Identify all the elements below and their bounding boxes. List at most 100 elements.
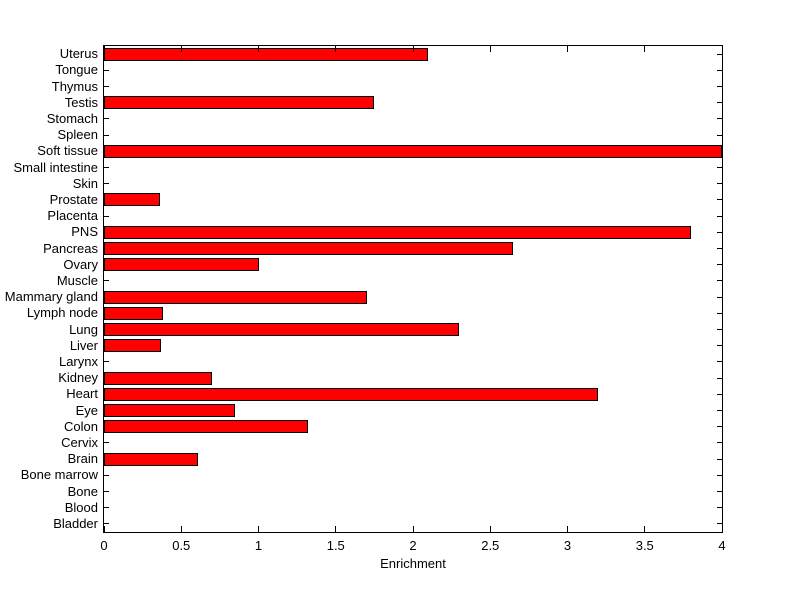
- bar: [104, 387, 598, 401]
- x-tick-label: 0: [100, 538, 108, 553]
- y-tick-label: Placenta: [47, 208, 98, 224]
- y-tick-label: Stomach: [46, 110, 98, 126]
- y-tick-mark: [717, 199, 722, 201]
- y-tick-label: Tongue: [55, 62, 98, 78]
- x-tick-label: 1: [254, 538, 263, 553]
- y-tick-mark: [717, 442, 722, 444]
- x-tick-mark: [103, 526, 105, 532]
- y-tick-mark: [104, 215, 109, 217]
- y-tick-label: Heart: [66, 386, 98, 402]
- y-tick-label: Bone marrow: [20, 467, 98, 483]
- y-tick-mark: [717, 458, 722, 460]
- y-tick-label: Thymus: [51, 78, 98, 94]
- y-tick-mark: [717, 118, 722, 120]
- bar: [104, 339, 161, 353]
- x-tick-label: 3: [563, 538, 572, 553]
- y-tick-mark: [717, 507, 722, 509]
- x-tick-mark: [721, 46, 723, 52]
- bar: [104, 96, 374, 110]
- plot-area: [103, 45, 723, 533]
- y-tick-label: Liver: [69, 337, 98, 353]
- y-tick-label: PNS: [71, 224, 98, 240]
- y-tick-mark: [717, 264, 722, 266]
- y-tick-mark: [717, 296, 722, 298]
- y-tick-label: Cervix: [61, 434, 98, 450]
- x-tick-label: 0.5: [172, 538, 191, 553]
- x-tick-mark: [103, 46, 105, 52]
- bar: [104, 404, 235, 417]
- y-tick-mark: [717, 312, 722, 314]
- x-tick-label: 3.5: [635, 538, 654, 553]
- y-tick-label: Muscle: [56, 272, 98, 288]
- y-tick-label: Prostate: [49, 191, 98, 207]
- y-tick-mark: [717, 491, 722, 492]
- x-tick-mark: [412, 46, 414, 52]
- y-tick-mark: [104, 507, 109, 509]
- bar: [104, 323, 459, 336]
- x-tick-mark: [258, 526, 259, 532]
- y-tick-mark: [717, 280, 722, 282]
- x-tick-mark: [180, 526, 182, 532]
- y-tick-label: Eye: [75, 402, 98, 418]
- bar: [104, 420, 308, 434]
- x-tick-mark: [412, 526, 414, 532]
- y-tick-mark: [717, 53, 722, 55]
- y-tick-mark: [717, 215, 722, 217]
- y-tick-mark: [717, 523, 722, 525]
- x-tick-mark: [721, 526, 723, 532]
- y-tick-mark: [104, 69, 109, 71]
- y-tick-label: Uterus: [59, 46, 98, 62]
- y-tick-mark: [717, 102, 722, 104]
- y-tick-mark: [717, 134, 722, 136]
- y-tick-mark: [717, 329, 722, 330]
- y-tick-mark: [717, 361, 722, 363]
- y-tick-label: Spleen: [57, 127, 98, 143]
- y-tick-label: Bone: [67, 483, 98, 499]
- y-tick-mark: [104, 523, 109, 525]
- y-tick-mark: [104, 280, 109, 282]
- x-tick-mark: [567, 526, 568, 532]
- x-tick-mark: [644, 46, 646, 52]
- x-tick-mark: [644, 526, 646, 532]
- x-tick-mark: [180, 46, 182, 52]
- y-tick-mark: [717, 69, 722, 71]
- y-tick-mark: [717, 345, 722, 347]
- y-tick-mark: [717, 410, 722, 411]
- y-tick-label: Colon: [64, 418, 98, 434]
- y-tick-mark: [717, 393, 722, 395]
- y-tick-mark: [717, 426, 722, 428]
- y-tick-mark: [104, 118, 109, 120]
- y-tick-label: Bladder: [53, 515, 98, 531]
- y-tick-mark: [717, 183, 722, 185]
- y-tick-label: Larynx: [58, 353, 98, 369]
- y-tick-mark: [104, 442, 109, 444]
- bar: [104, 225, 691, 239]
- y-tick-mark: [104, 474, 109, 476]
- y-tick-label: Small intestine: [13, 159, 98, 175]
- y-tick-mark: [104, 491, 109, 492]
- y-tick-mark: [717, 167, 722, 168]
- y-tick-label: Soft tissue: [37, 143, 98, 159]
- bar: [104, 144, 722, 158]
- y-tick-mark: [104, 361, 109, 363]
- x-tick-mark: [567, 46, 568, 52]
- x-tick-label: 4: [718, 538, 726, 553]
- bar: [104, 452, 198, 466]
- x-tick-mark: [335, 526, 337, 532]
- x-tick-mark: [489, 526, 491, 532]
- y-tick-mark: [717, 377, 722, 379]
- y-tick-mark: [717, 248, 722, 249]
- y-tick-mark: [104, 134, 109, 136]
- bar: [104, 371, 212, 385]
- bar: [104, 290, 367, 304]
- bar: [104, 242, 513, 255]
- y-tick-label: Lymph node: [26, 305, 98, 321]
- x-tick-label: 2: [409, 538, 417, 553]
- y-tick-label: Ovary: [63, 256, 98, 272]
- x-tick-label: 1.5: [326, 538, 345, 553]
- y-tick-label: Blood: [64, 499, 98, 515]
- x-tick-mark: [258, 46, 259, 52]
- y-tick-label: Lung: [69, 321, 98, 337]
- y-tick-label: Testis: [64, 94, 98, 110]
